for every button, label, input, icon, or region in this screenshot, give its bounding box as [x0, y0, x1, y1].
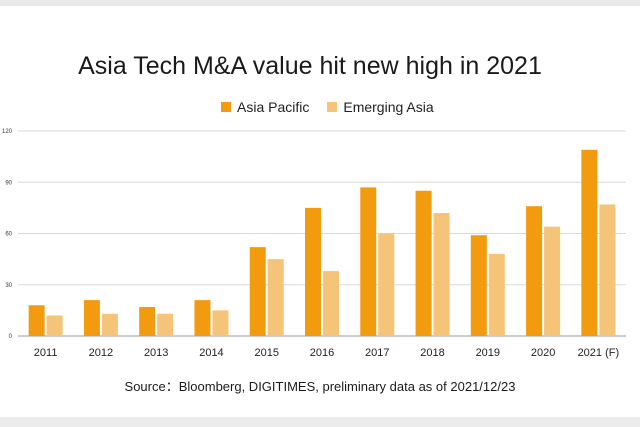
x-tick-label: 2013: [144, 347, 168, 359]
bar-asia-pacific: [83, 300, 100, 336]
x-tick-label: 2017: [365, 347, 389, 359]
bar-asia-pacific: [360, 187, 377, 336]
bar-emerging-asia: [323, 271, 339, 336]
chart-title: Asia Tech M&A value hit new high in 2021: [78, 52, 542, 80]
bar-asia-pacific: [526, 206, 543, 336]
legend-label-asia-pacific: Asia Pacific: [237, 99, 310, 115]
x-tick-label: 2018: [420, 347, 444, 359]
bar-asia-pacific: [249, 247, 266, 336]
x-tick-label: 2011: [34, 347, 58, 359]
bar-emerging-asia: [599, 204, 616, 336]
bar-asia-pacific: [415, 190, 432, 336]
legend-swatch-asia-pacific: [221, 102, 231, 112]
bar-emerging-asia: [433, 213, 450, 336]
bar-emerging-asia: [378, 233, 395, 336]
bar-asia-pacific: [470, 235, 487, 336]
top-border: [0, 0, 640, 6]
bar-emerging-asia: [101, 313, 118, 336]
bar-asia-pacific: [139, 306, 156, 336]
bar-emerging-asia: [157, 313, 174, 336]
legend-label-emerging-asia: Emerging Asia: [343, 99, 434, 115]
x-tick-label: 2014: [199, 347, 223, 359]
bar-emerging-asia: [544, 226, 561, 336]
bar-asia-pacific: [194, 300, 211, 336]
x-tick-label: 2020: [531, 347, 555, 359]
legend-item-emerging-asia: Emerging Asia: [327, 99, 434, 115]
bar-asia-pacific: [305, 207, 321, 336]
x-tick-label: 2019: [476, 347, 500, 359]
bar-emerging-asia: [267, 259, 284, 336]
y-tick-label: 30: [5, 283, 12, 289]
bar-emerging-asia: [212, 310, 229, 336]
bar-emerging-asia: [488, 254, 505, 336]
x-tick-label: 2015: [254, 347, 278, 359]
y-tick-label: 60: [5, 232, 12, 238]
legend: Asia Pacific Emerging Asia: [221, 99, 452, 115]
x-tick-label: 2021 (F): [578, 347, 620, 359]
bar-asia-pacific: [28, 305, 45, 336]
y-tick-label: 90: [5, 180, 12, 186]
x-tick-label: 2012: [89, 347, 113, 359]
bar-asia-pacific: [581, 149, 598, 336]
y-tick-label: 120: [2, 129, 13, 135]
y-tick-label: 0: [9, 334, 13, 340]
bar-emerging-asia: [46, 315, 63, 336]
legend-swatch-emerging-asia: [327, 102, 338, 112]
x-tick-label: 2016: [310, 347, 334, 359]
legend-item-asia-pacific: Asia Pacific: [221, 99, 309, 115]
source-note: Source：Bloomberg, DIGITIMES, preliminary…: [124, 379, 516, 394]
bottom-border: [0, 417, 640, 427]
